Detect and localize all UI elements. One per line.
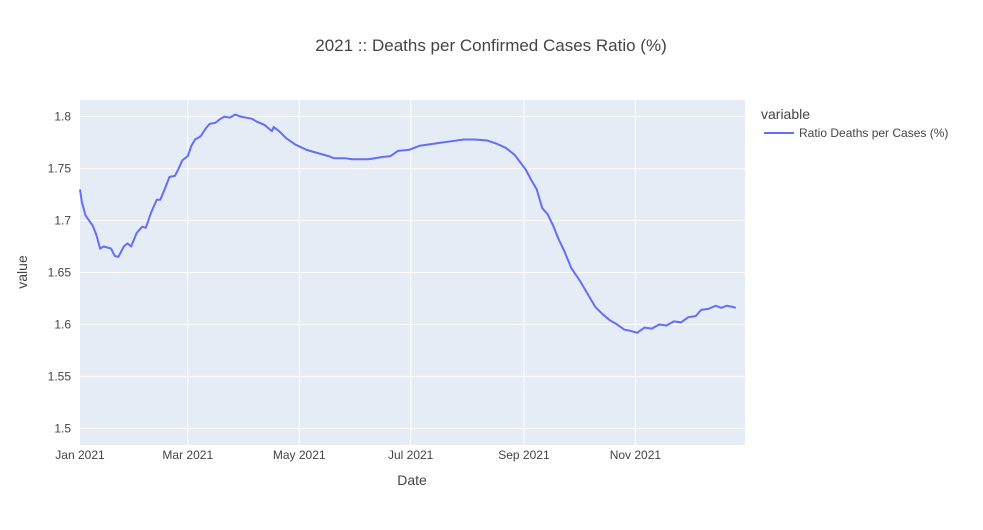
x-tick-label: Mar 2021 (162, 448, 213, 462)
x-axis-ticks: Jan 2021 Mar 2021 May 2021 Jul 2021 Sep 2021… (55, 448, 661, 462)
y-tick-label: 1.5 (54, 421, 71, 435)
x-tick-label: May 2021 (273, 448, 326, 462)
legend-item-label: Ratio Deaths per Cases (%) (799, 126, 948, 140)
x-tick-label: Sep 2021 (498, 448, 550, 462)
y-tick-label: 1.75 (48, 162, 72, 176)
y-axis-ticks: 1.5 1.55 1.6 1.65 1.7 1.75 1.8 (48, 110, 72, 436)
y-tick-label: 1.6 (54, 317, 71, 331)
y-tick-label: 1.55 (48, 369, 72, 383)
legend[interactable]: variable Ratio Deaths per Cases (%) (761, 106, 948, 140)
y-tick-label: 1.65 (48, 266, 72, 280)
legend-title: variable (761, 106, 810, 122)
y-tick-label: 1.7 (54, 214, 71, 228)
x-axis-title: Date (397, 472, 427, 488)
x-tick-label: Jul 2021 (388, 448, 434, 462)
series-line[interactable] (79, 113, 737, 334)
x-tick-label: Nov 2021 (610, 448, 662, 462)
y-tick-label: 1.8 (54, 110, 71, 124)
x-tick-label: Jan 2021 (55, 448, 105, 462)
x-gridlines (187, 100, 636, 445)
series-layer (79, 113, 737, 334)
y-axis-title: value (14, 255, 30, 289)
y-gridlines (80, 116, 745, 429)
chart-title: 2021 :: Deaths per Confirmed Cases Ratio… (315, 36, 667, 55)
